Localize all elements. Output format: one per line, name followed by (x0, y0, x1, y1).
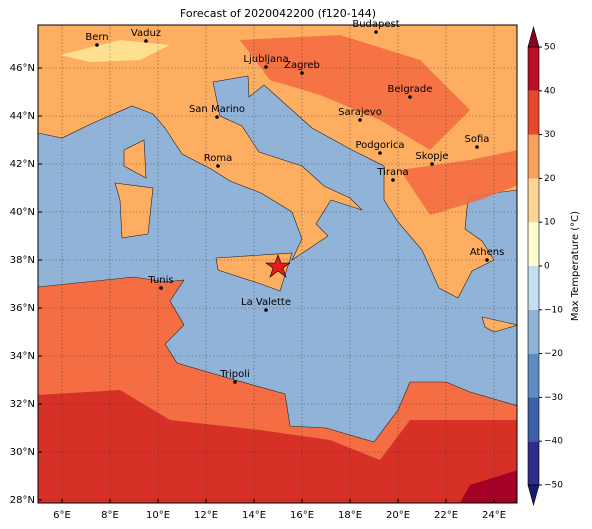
colorbar-tick-label: 40 (544, 86, 556, 96)
city-dot (391, 178, 395, 182)
city-dot (264, 308, 268, 312)
city-label: Tirana (376, 167, 408, 178)
city-dot (233, 380, 237, 384)
forecast-star (265, 254, 291, 278)
colorbar-segment (528, 222, 539, 266)
x-tick-label: 10°E (146, 510, 170, 521)
y-tick-label: 38°N (10, 255, 35, 266)
y-tick-label: 46°N (10, 63, 35, 74)
city-dot (485, 258, 489, 262)
city-dot (264, 65, 268, 69)
colorbar-segment (528, 47, 539, 91)
city-dot (300, 71, 304, 75)
city-label: Budapest (352, 19, 399, 30)
colorbar-segment (528, 441, 539, 485)
city-dot (215, 115, 219, 119)
colorbar-tick-label: −10 (544, 305, 563, 315)
map-area (38, 25, 517, 503)
warm-patch (240, 35, 470, 150)
sicily (215, 252, 293, 292)
crete (481, 316, 517, 333)
city-label: Ljubljana (243, 54, 288, 65)
sardinia (114, 182, 154, 239)
map-title: Forecast of 2020042200 (f120-144) (180, 7, 376, 20)
y-tick-label: 42°N (10, 159, 35, 170)
city-label: Belgrade (388, 84, 433, 95)
city-label: Bern (85, 32, 108, 43)
y-tick-label: 36°N (10, 303, 35, 314)
city-dot (144, 39, 148, 43)
city-label: Podgorica (355, 140, 404, 151)
colorbar-tick-label: 0 (544, 262, 550, 272)
colorbar-tick-label: −40 (544, 437, 563, 447)
colorbar-segment (528, 353, 539, 398)
x-tick-label: 12°E (194, 510, 218, 521)
x-tick-label: 24°E (482, 510, 506, 521)
y-tick-label: 40°N (10, 207, 35, 218)
colorbar-segment (528, 178, 539, 223)
x-tick-label: 8°E (101, 510, 119, 521)
city-dot (159, 286, 163, 290)
colorbar-under (527, 484, 540, 507)
colorbar-tick-label: 30 (544, 130, 556, 140)
city-dot (475, 145, 479, 149)
city-dot (408, 95, 412, 99)
city-label: Athens (470, 247, 505, 258)
colorbar-over (527, 25, 540, 48)
colorbar-tick-label: 20 (544, 174, 556, 184)
cool-patch (60, 40, 170, 62)
y-tick-label: 44°N (10, 111, 35, 122)
city-label: San Marino (189, 104, 245, 115)
map-frame (37, 24, 518, 504)
colorbar-label: Max Temperature (°C) (570, 211, 581, 321)
city-label: Tunis (147, 275, 173, 286)
colorbar-segment (528, 309, 539, 354)
colorbar-tick-label: −50 (544, 481, 563, 491)
city-label: La Valette (241, 297, 291, 308)
city-dot (378, 151, 382, 155)
x-tick-label: 16°E (290, 510, 314, 521)
city-label: Sofia (465, 134, 490, 145)
x-tick-label: 6°E (53, 510, 71, 521)
city-label: Roma (204, 153, 233, 164)
colorbar-segment (528, 266, 539, 310)
y-tick-label: 28°N (10, 495, 35, 506)
city-label: Sarajevo (338, 107, 382, 118)
colorbar-tick-label: −30 (544, 393, 563, 403)
x-tick-label: 18°E (338, 510, 362, 521)
city-label: Zagreb (284, 60, 320, 71)
y-tick-label: 34°N (10, 351, 35, 362)
colorbar-segment (528, 90, 539, 135)
corsica (123, 139, 147, 179)
hottest-zone (460, 470, 517, 503)
colorbar-segment (528, 397, 539, 442)
colorbar-tick-label: 10 (544, 218, 556, 228)
x-tick-label: 20°E (386, 510, 410, 521)
colorbar-tick-label: 50 (544, 43, 556, 53)
city-dot (430, 162, 434, 166)
city-dot (216, 164, 220, 168)
city-dot (358, 118, 362, 122)
colorbar-tick-label: −20 (544, 349, 563, 359)
city-label: Vaduz (131, 28, 161, 39)
x-tick-label: 14°E (242, 510, 266, 521)
x-tick-label: 22°E (434, 510, 458, 521)
city-dot (95, 43, 99, 47)
city-dot (374, 30, 378, 34)
city-label: Skopje (415, 151, 448, 162)
y-tick-label: 30°N (10, 447, 35, 458)
colorbar-segment (528, 134, 539, 179)
warm-patch (400, 150, 517, 215)
city-label: Tripoli (219, 369, 250, 380)
y-tick-label: 32°N (10, 399, 35, 410)
